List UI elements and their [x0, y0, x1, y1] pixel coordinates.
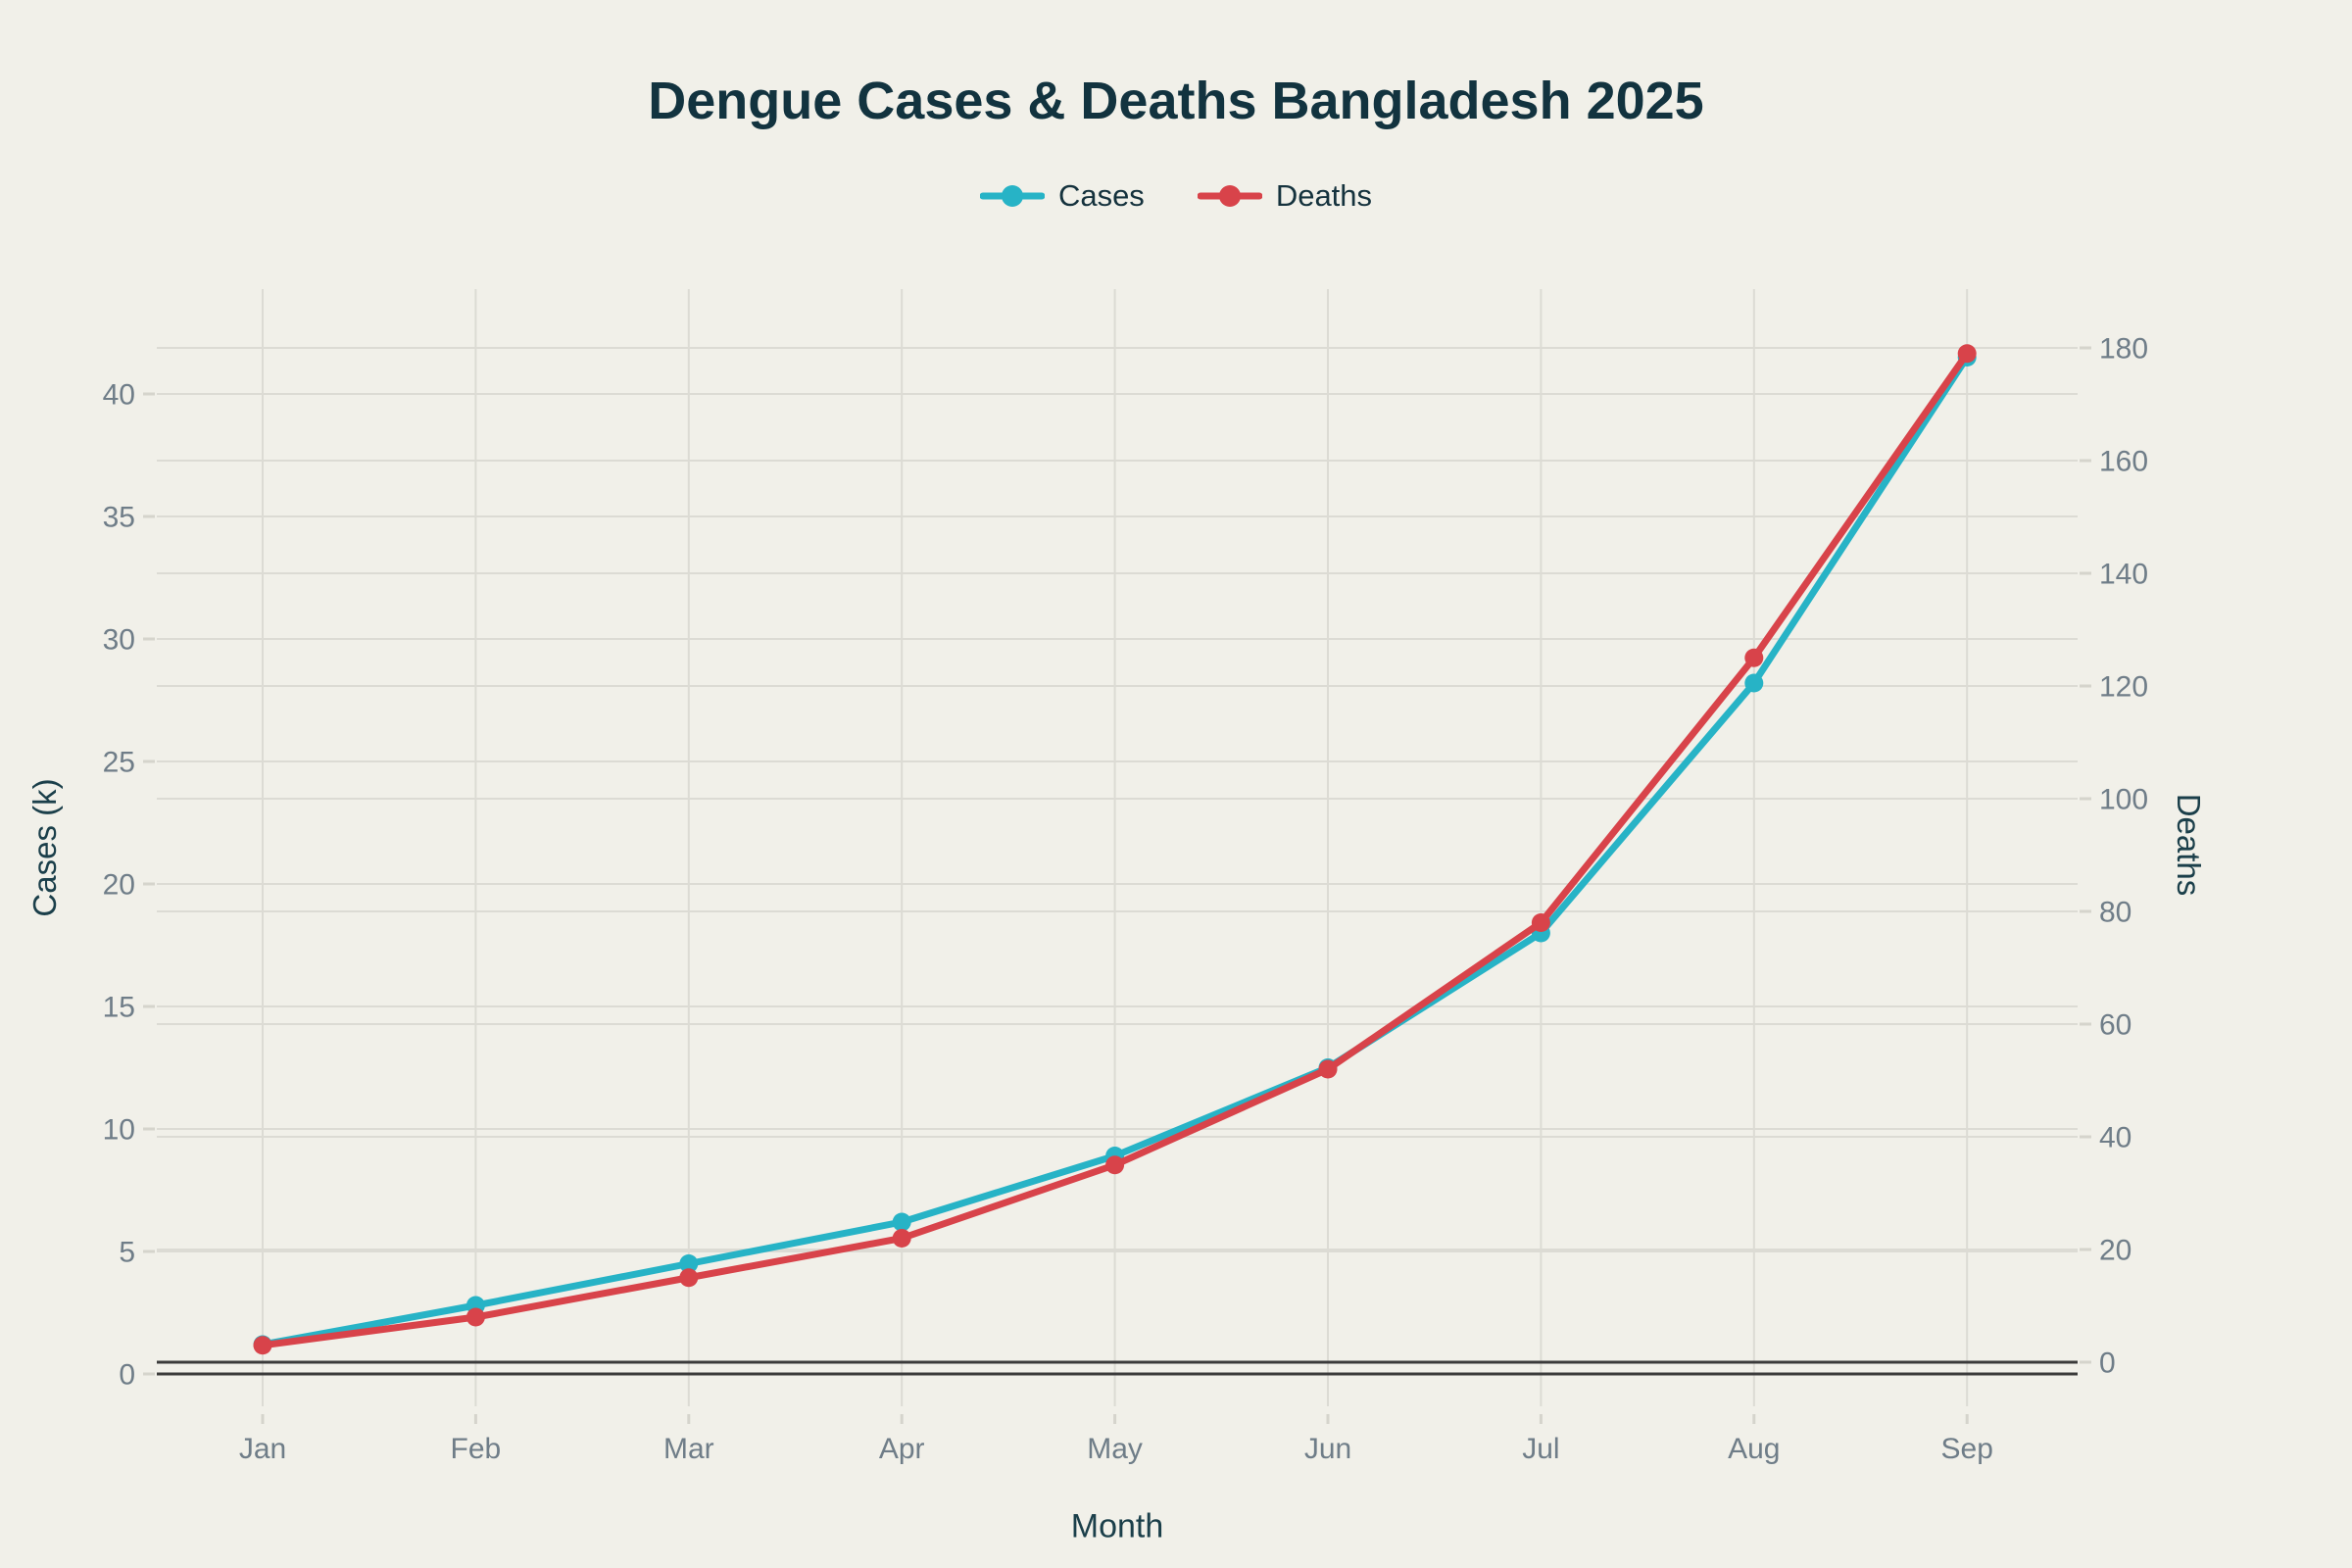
- legend-item-cases[interactable]: Cases: [979, 178, 1145, 214]
- y-left-tick-label: 15: [103, 992, 135, 1024]
- legend-label-cases: Cases: [1057, 178, 1145, 213]
- legend: Cases Deaths: [0, 178, 2352, 214]
- y-right-tick-label: 60: [2099, 1009, 2132, 1042]
- chart-title: Dengue Cases & Deaths Bangladesh 2025: [648, 72, 1704, 130]
- y-right-tick-label: 40: [2099, 1122, 2132, 1154]
- y-left-tick-label: 35: [103, 502, 135, 534]
- x-tick-label: Jun: [1304, 1433, 1351, 1465]
- y-right-tick-label: 20: [2099, 1235, 2132, 1267]
- y-left-tick-label: 10: [103, 1114, 135, 1147]
- y-right-tick-label: 100: [2099, 784, 2148, 816]
- x-axis-title: Month: [1070, 1507, 1164, 1545]
- x-tick-label: Jan: [239, 1433, 286, 1465]
- x-tick-label: Apr: [879, 1433, 925, 1465]
- y-right-tick-label: 160: [2099, 446, 2148, 478]
- deaths-point-Mar: [679, 1268, 699, 1288]
- x-tick-label: May: [1087, 1433, 1143, 1465]
- y-left-tick-label: 0: [119, 1359, 135, 1392]
- deaths-point-Apr: [892, 1229, 911, 1248]
- cases-point-Apr: [892, 1212, 911, 1232]
- y-right-tick-label: 140: [2099, 559, 2148, 591]
- y-left-tick-label: 30: [103, 624, 135, 657]
- legend-item-deaths[interactable]: Deaths: [1197, 178, 1373, 214]
- y-left-tick-label: 20: [103, 869, 135, 902]
- y-right-tick-label: 180: [2099, 333, 2148, 366]
- deaths-point-Feb: [466, 1307, 485, 1327]
- y-right-tick-label: 80: [2099, 897, 2132, 929]
- deaths-point-Jul: [1531, 913, 1550, 932]
- deaths-point-May: [1105, 1155, 1125, 1175]
- x-tick-label: Mar: [663, 1433, 714, 1465]
- deaths-point-Jan: [253, 1336, 272, 1355]
- cases-legend-marker-icon: [979, 185, 1045, 207]
- legend-label-deaths: Deaths: [1275, 178, 1373, 213]
- deaths-point-Aug: [1744, 648, 1764, 667]
- x-tick-label: Sep: [1941, 1433, 1993, 1465]
- deaths-point-Sep: [1957, 344, 1977, 364]
- y-left-tick-label: 25: [103, 747, 135, 779]
- x-tick-label: Jul: [1522, 1433, 1559, 1465]
- x-tick-label: Aug: [1728, 1433, 1780, 1465]
- y-left-tick-label: 5: [119, 1237, 135, 1269]
- cases-point-Mar: [679, 1254, 699, 1273]
- y-right-tick-label: 0: [2099, 1348, 2116, 1380]
- y-left-tick-label: 40: [103, 379, 135, 412]
- cases-point-Aug: [1744, 673, 1764, 693]
- deaths-legend-marker-icon: [1197, 185, 1262, 207]
- y-right-tick-label: 120: [2099, 671, 2148, 704]
- x-tick-label: Feb: [451, 1433, 502, 1465]
- deaths-point-Jun: [1318, 1059, 1338, 1079]
